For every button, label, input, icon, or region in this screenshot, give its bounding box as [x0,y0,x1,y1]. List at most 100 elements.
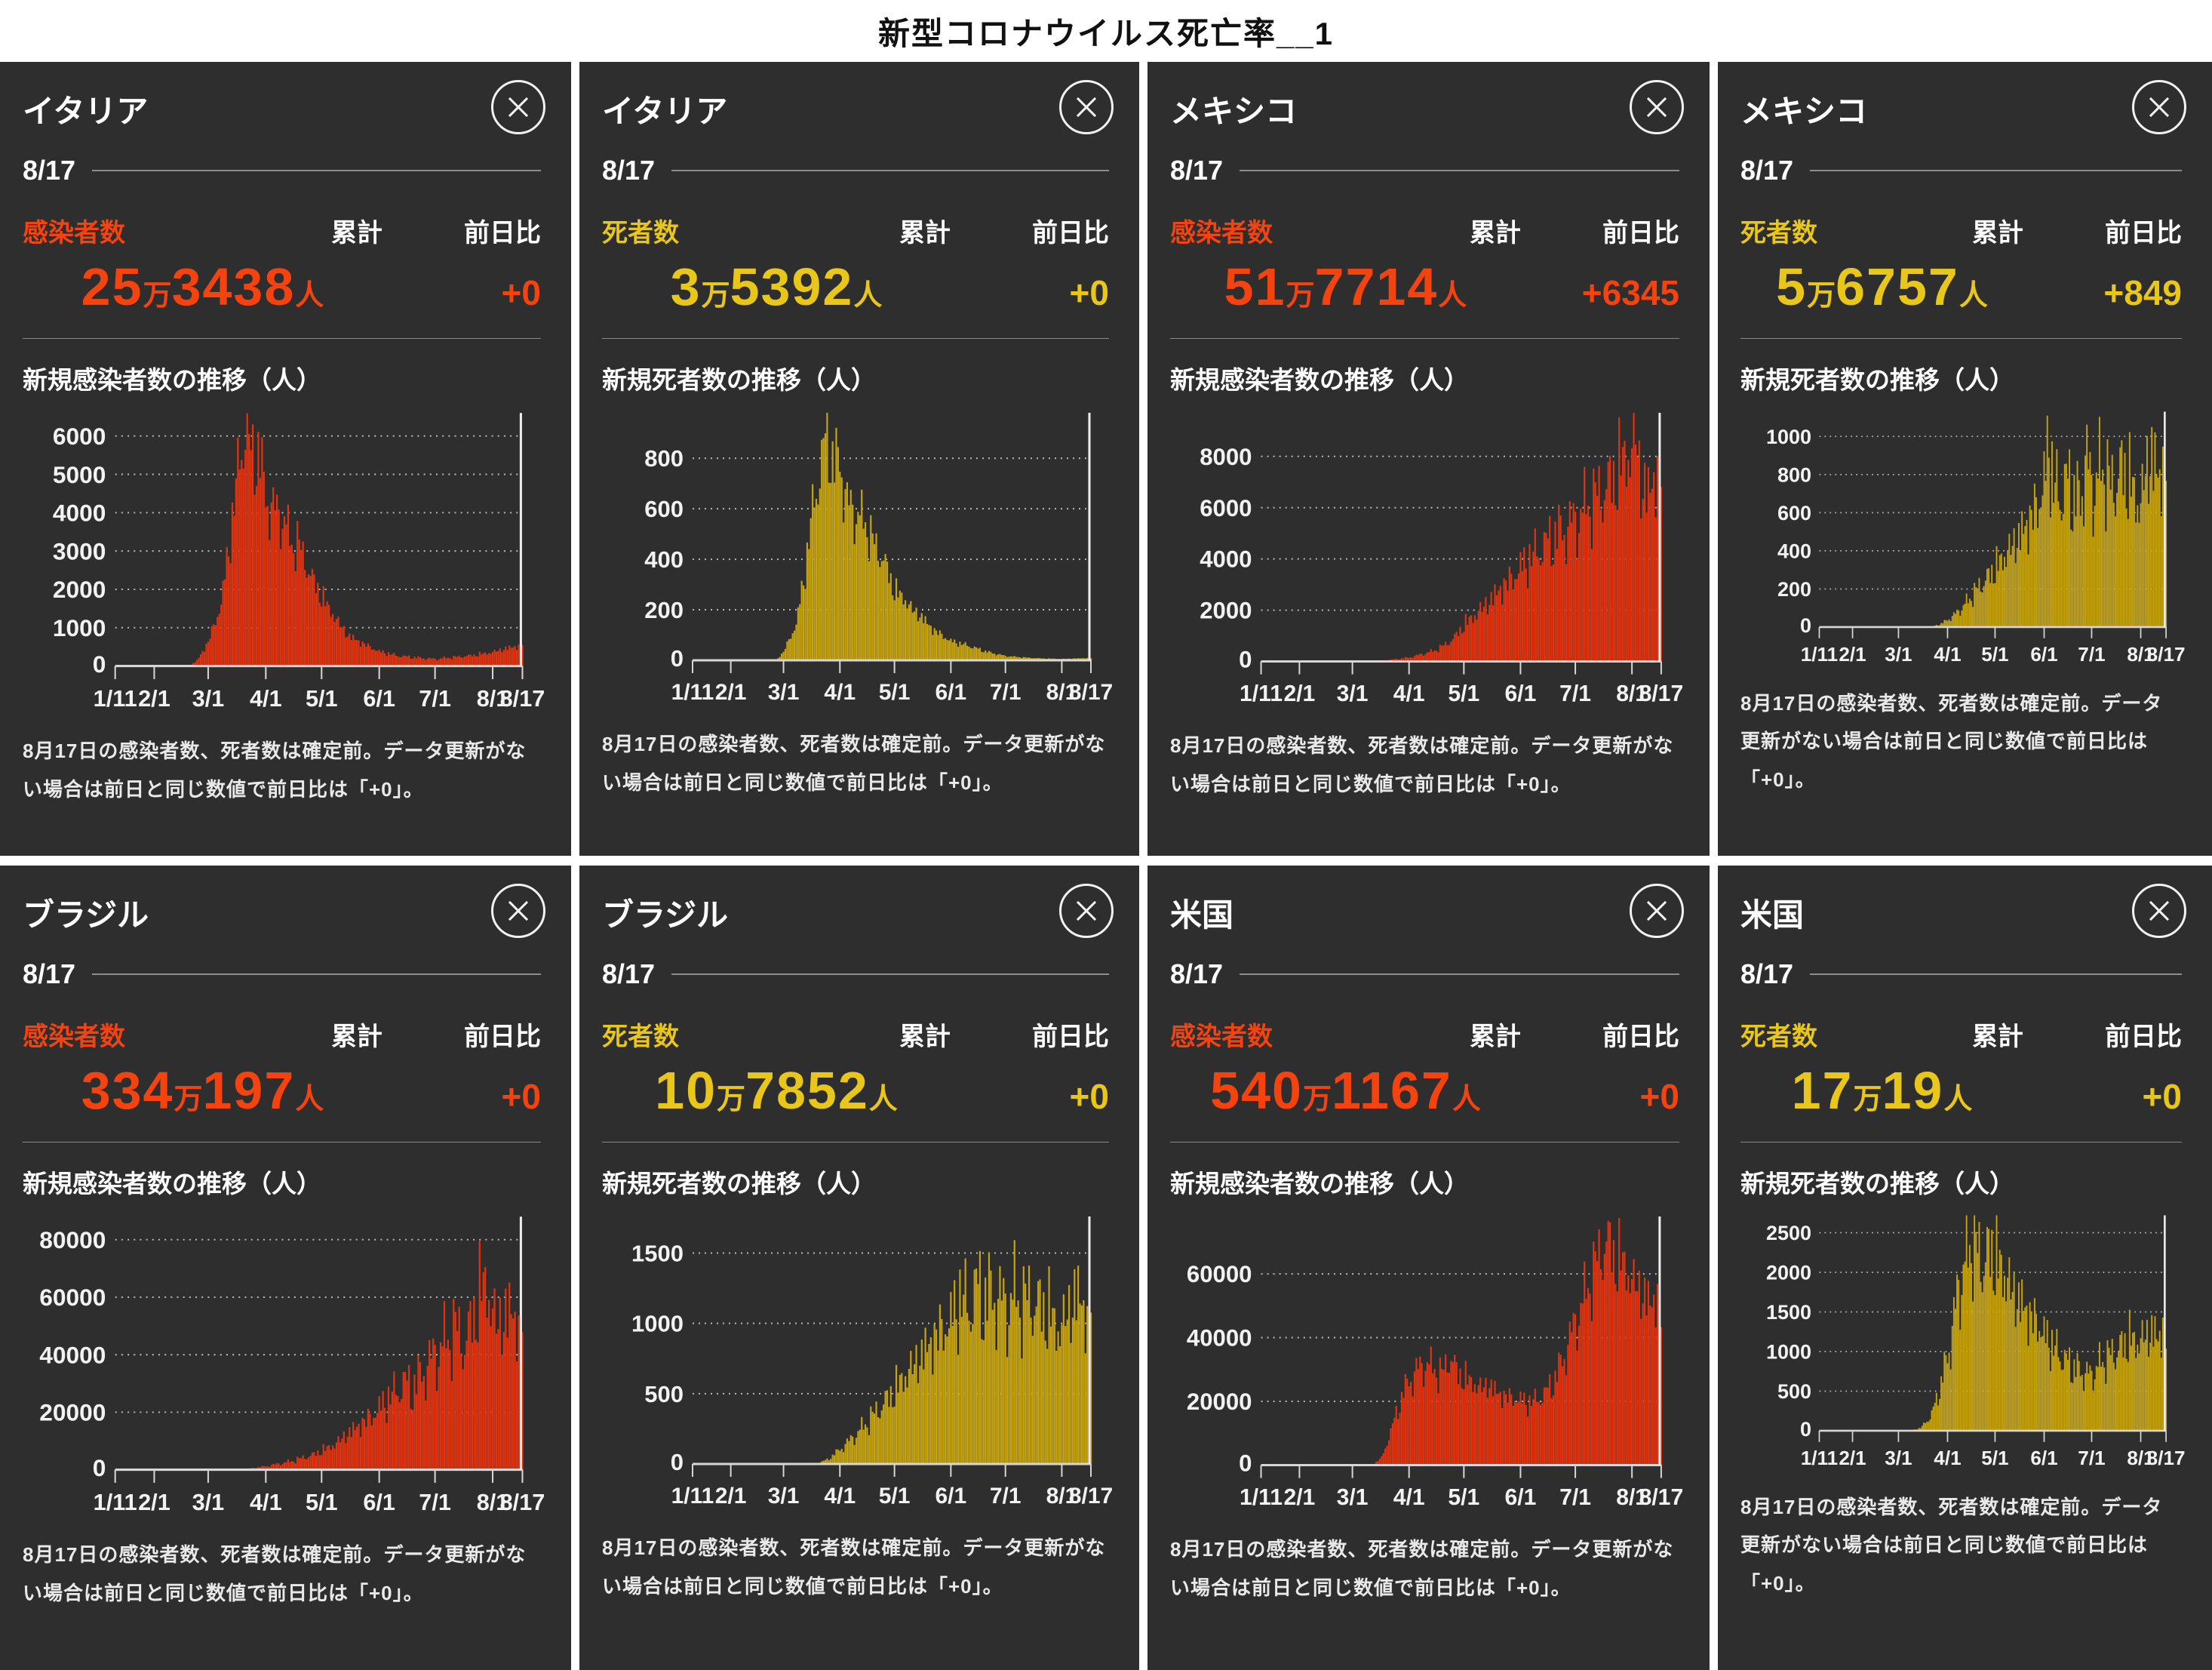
value-row: 540万1167人 +0 [1170,1060,1679,1121]
day-over-day-label: 前日比 [464,1023,541,1051]
day-over-day-label: 前日比 [1602,219,1679,248]
man-unit: 万 [1853,1084,1882,1115]
close-button[interactable] [491,884,545,938]
day-over-day-value: +0 [1639,1077,1679,1116]
svg-text:800: 800 [1777,463,1811,486]
day-over-day-label: 前日比 [1602,1023,1679,1051]
person-unit: 人 [853,280,883,312]
value-man-digits: 3 [670,257,702,316]
svg-text:2500: 2500 [1766,1222,1811,1244]
svg-text:60000: 60000 [39,1284,106,1311]
cumulative-value: 540万1167人 [1170,1060,1521,1121]
chart-area: 500 1000 1500 2000 2500 0 1/11 2/1 3/1 4/1 5/1 6/1 7… [1740,1207,2186,1484]
cumulative-value: 51万7714人 [1170,257,1521,317]
svg-text:2/1: 2/1 [1839,1447,1866,1469]
day-over-day-value: +849 [2103,273,2182,312]
chart-title: 新規感染者数の推移（人） [1170,1170,1469,1198]
section-divider [23,1142,541,1143]
close-button[interactable] [1059,80,1114,134]
daily-bar-chart: 200 400 600 800 1000 0 1/11 2/1 3/1 4/1 5/1 6/1 7/1 8… [1766,411,2186,666]
svg-text:8/1: 8/1 [1616,681,1648,706]
cumulative-label: 累計 [331,219,382,248]
svg-text:8/1: 8/1 [2127,643,2154,666]
person-unit: 人 [1943,1084,1973,1115]
close-button[interactable] [1059,884,1114,938]
cumulative-label: 累計 [1972,219,2023,248]
person-unit: 人 [1438,280,1467,312]
svg-text:7/1: 7/1 [1559,681,1591,706]
svg-text:8/17: 8/17 [500,686,545,712]
date-label: 8/17 [1170,155,1224,186]
man-unit: 万 [717,1084,746,1115]
cumulative-value: 10万7852人 [602,1060,951,1121]
svg-text:8/17: 8/17 [1639,1485,1684,1510]
date-row: 8/17 [23,958,541,990]
svg-text:8/17: 8/17 [2147,1447,2186,1469]
cumulative-label: 累計 [899,1023,951,1051]
chart-area: 200 400 600 800 1000 0 1/11 2/1 3/1 4/1 5/1 6/1 7/1 8… [1740,404,2186,680]
svg-text:2000: 2000 [53,576,106,603]
chart-area: 200 400 600 800 0 1/11 2/1 3/1 4/1 5/1 6/1 7/1 8/1 8/… [602,404,1113,721]
value-row: 17万19人 +0 [1740,1060,2182,1121]
day-over-day-value: +0 [501,273,541,312]
value-man-digits: 51 [1224,257,1286,316]
chart-area: 2000 4000 6000 8000 0 1/11 2/1 3/1 4/1 5/1 6/1 7/1 8… [1170,404,1683,722]
svg-text:7/1: 7/1 [2078,1447,2105,1469]
metric-label: 感染者数 [23,219,125,248]
daily-bar-chart: 20000 40000 60000 0 1/11 2/1 3/1 4/1 5/1 6/1 7/1 8/… [1187,1216,1683,1510]
country-panel: メキシコ 8/17 死者数 累計 前日比 5万6757人 +849 新規死者数の… [1718,62,2212,856]
svg-text:200: 200 [1777,578,1811,601]
cumulative-label: 累計 [1470,1023,1521,1051]
svg-text:5/1: 5/1 [1981,643,2008,666]
cumulative-value: 5万6757人 [1740,257,2023,317]
close-button[interactable] [491,80,545,134]
svg-text:1/11: 1/11 [94,1490,137,1515]
date-row: 8/17 [23,155,541,186]
footnote: 8月17日の感染者数、死者数は確定前。データ更新がない場合は前日と同じ数値で前日… [23,740,527,801]
stats-header: 死者数 累計 前日比 [602,1016,1109,1053]
country-name: メキシコ [1170,94,1298,129]
svg-text:8/17: 8/17 [1069,680,1113,705]
cumulative-label: 累計 [1972,1023,2023,1051]
value-rest-digits: 6757 [1836,257,1959,316]
metric-label: 死者数 [1740,219,1817,248]
value-rest-digits: 197 [202,1061,296,1120]
date-label: 8/17 [1740,958,1794,989]
country-panel: 米国 8/17 感染者数 累計 前日比 540万1167人 +0 新規感染者数の… [1147,866,1710,1670]
value-man-digits: 5 [1776,257,1808,316]
daily-bar-chart: 1000 2000 3000 4000 5000 6000 0 1/11 2/1 3/1 4/1 5/… [53,413,545,712]
close-button[interactable] [2132,80,2186,134]
section-divider [1170,338,1679,339]
svg-text:400: 400 [1777,540,1811,562]
close-button[interactable] [2132,884,2186,938]
close-button[interactable] [1630,884,1684,938]
svg-text:400: 400 [644,546,684,573]
country-name: ブラジル [602,897,729,933]
metric-label: 死者数 [602,1023,679,1051]
svg-text:1/11: 1/11 [671,680,714,705]
chart-title: 新規感染者数の推移（人） [23,366,321,394]
svg-text:6/1: 6/1 [1504,1485,1536,1510]
close-button[interactable] [1630,80,1684,134]
svg-text:6/1: 6/1 [935,680,966,705]
value-man-digits: 10 [655,1061,717,1120]
svg-text:0: 0 [93,650,106,678]
svg-text:4/1: 4/1 [824,1484,856,1509]
svg-text:2/1: 2/1 [715,680,747,705]
svg-text:8/1: 8/1 [477,686,509,712]
svg-text:6/1: 6/1 [363,1490,395,1515]
svg-text:4/1: 4/1 [250,686,282,712]
svg-text:4000: 4000 [1200,546,1252,573]
metric-label: 感染者数 [1170,219,1273,248]
cumulative-value: 3万5392人 [602,257,951,317]
value-man-digits: 25 [81,257,143,316]
svg-text:7/1: 7/1 [419,1490,451,1515]
svg-text:6000: 6000 [1200,495,1252,521]
section-divider [602,1142,1109,1143]
cumulative-value: 334万197人 [23,1060,382,1121]
svg-text:20000: 20000 [39,1399,106,1426]
svg-text:1/11: 1/11 [1240,1485,1283,1510]
svg-text:6/1: 6/1 [2030,1447,2057,1469]
section-divider [1740,338,2182,339]
svg-text:1/11: 1/11 [1801,643,1838,666]
